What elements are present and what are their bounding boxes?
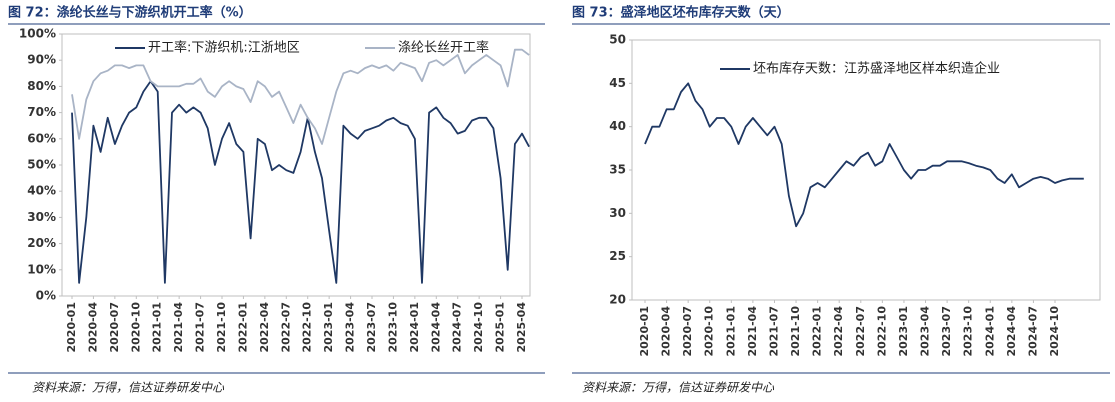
legend-label: 坯布库存天数：江苏盛泽地区样本织造企业 xyxy=(753,61,1000,77)
y-tick-label: 90% xyxy=(27,53,56,67)
series-line xyxy=(644,82,1084,228)
x-tick-label: 2024-07 xyxy=(1026,306,1039,357)
y-tick-label: 10% xyxy=(27,262,56,276)
x-tick-label: 2020-10 xyxy=(703,306,716,357)
x-tick-label: 2020-01 xyxy=(65,302,78,353)
plot-frame xyxy=(631,39,1101,301)
figure-title: 图 72：涤纶长丝与下游织机开工率（%） xyxy=(8,5,252,21)
y-tick-label: 60% xyxy=(27,131,56,145)
y-tick-label: 35 xyxy=(609,163,626,177)
x-tick-label: 2021-01 xyxy=(724,306,737,357)
y-tick-label: 50% xyxy=(27,158,56,172)
x-tick-label: 2022-10 xyxy=(875,306,888,357)
source-note: 资料来源：万得，信达证券研发中心 xyxy=(582,381,775,395)
x-tick-label: 2024-04 xyxy=(1005,306,1018,357)
x-tick-label: 2021-04 xyxy=(746,306,759,357)
y-tick-label: 25 xyxy=(609,249,626,263)
y-tick-label: 20 xyxy=(609,293,626,307)
x-tick-label: 2021-07 xyxy=(194,302,207,353)
y-tick-label: 45 xyxy=(609,76,626,90)
legend-label: 开工率:下游织机:江浙地区 xyxy=(148,40,300,56)
series-line xyxy=(71,80,530,284)
x-tick-label: 2023-10 xyxy=(386,302,399,353)
x-tick-label: 2020-07 xyxy=(108,302,121,353)
x-tick-label: 2022-07 xyxy=(279,302,292,353)
x-tick-label: 2024-07 xyxy=(451,302,464,353)
x-tick-label: 2021-01 xyxy=(151,302,164,353)
x-tick-label: 2023-07 xyxy=(365,302,378,353)
x-tick-label: 2022-07 xyxy=(854,306,867,357)
x-tick-label: 2024-04 xyxy=(429,302,442,353)
series-line xyxy=(71,48,530,145)
x-tick-label: 2020-10 xyxy=(129,302,142,353)
x-tick-label: 2025-04 xyxy=(515,302,528,353)
legend-label: 涤纶长丝开工率 xyxy=(398,40,489,56)
x-tick-label: 2021-04 xyxy=(172,302,185,353)
y-tick-label: 50 xyxy=(609,33,626,47)
x-tick-label: 2022-04 xyxy=(258,302,271,353)
x-tick-label: 2023-04 xyxy=(344,302,357,353)
x-tick-label: 2023-04 xyxy=(919,306,932,357)
x-tick-label: 2021-07 xyxy=(767,306,780,357)
x-tick-label: 2024-01 xyxy=(408,302,421,353)
y-tick-label: 30% xyxy=(27,210,56,224)
x-tick-label: 2024-10 xyxy=(472,302,485,353)
x-tick-label: 2022-04 xyxy=(832,306,845,357)
x-tick-label: 2021-10 xyxy=(215,302,228,353)
y-tick-label: 70% xyxy=(27,105,56,119)
x-tick-label: 2023-10 xyxy=(962,306,975,357)
x-tick-label: 2024-10 xyxy=(1048,306,1061,357)
x-tick-label: 2024-01 xyxy=(983,306,996,357)
y-tick-label: 40% xyxy=(27,184,56,198)
y-tick-label: 80% xyxy=(27,79,56,93)
figure-title: 图 73：盛泽地区坯布库存天数（天） xyxy=(572,5,790,21)
x-tick-label: 2023-01 xyxy=(897,306,910,357)
y-tick-label: 40 xyxy=(609,119,626,133)
x-tick-label: 2020-04 xyxy=(86,302,99,353)
x-tick-label: 2025-01 xyxy=(494,302,507,353)
y-tick-label: 20% xyxy=(27,236,56,250)
x-tick-label: 2022-01 xyxy=(811,306,824,357)
y-tick-label: 30 xyxy=(609,206,626,220)
x-tick-label: 2021-10 xyxy=(789,306,802,357)
source-note: 资料来源：万得，信达证券研发中心 xyxy=(32,381,225,395)
x-tick-label: 2022-01 xyxy=(236,302,249,353)
x-tick-label: 2020-04 xyxy=(660,306,673,357)
x-tick-label: 2023-07 xyxy=(940,306,953,357)
y-tick-label: 100% xyxy=(19,27,56,41)
x-tick-label: 2022-10 xyxy=(301,302,314,353)
x-tick-label: 2020-07 xyxy=(681,306,694,357)
x-tick-label: 2023-01 xyxy=(322,302,335,353)
x-tick-label: 2020-01 xyxy=(638,306,651,357)
y-tick-label: 0% xyxy=(36,289,56,303)
